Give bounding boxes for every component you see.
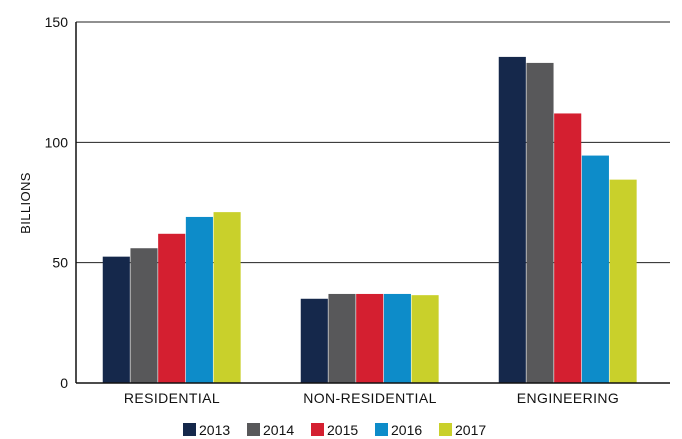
bar-2014-non-residential [328,293,356,383]
bar-2014-engineering [526,62,554,383]
bar-2016-non-residential [383,293,411,383]
bar-2015-engineering [554,113,582,383]
legend-label: 2016 [391,422,422,438]
y-tick-label: 0 [60,375,68,391]
axes [75,22,670,384]
category-label: NON-RESIDENTIAL [303,390,437,406]
y-axis-label: BILLIONS [18,172,33,234]
legend: 2013 2014 2015 2016 2017 [183,422,486,438]
bars [102,56,637,384]
legend-swatch [439,423,452,436]
legend-label: 2013 [199,422,230,438]
category-labels: RESIDENTIAL NON-RESIDENTIAL ENGINEERING [124,390,619,406]
y-tick-label: 50 [52,255,68,271]
legend-item-2013: 2013 [183,422,230,438]
bar-2014-residential [130,248,158,383]
bar-2013-non-residential [300,298,328,383]
legend-item-2014: 2014 [247,422,294,438]
legend-swatch [247,423,260,436]
bar-2016-residential [185,216,213,383]
category-label: ENGINEERING [517,390,619,406]
category-label: RESIDENTIAL [124,390,220,406]
legend-swatch [375,423,388,436]
legend-swatch [183,423,196,436]
legend-swatch [311,423,324,436]
bar-2016-engineering [581,155,609,383]
legend-label: 2014 [263,422,294,438]
legend-item-2017: 2017 [439,422,486,438]
legend-label: 2015 [327,422,358,438]
legend-label: 2017 [455,422,486,438]
y-tick-label: 100 [45,134,69,150]
y-tick-label: 150 [45,14,69,30]
legend-item-2016: 2016 [375,422,422,438]
bar-2017-engineering [609,179,637,383]
bar-2015-non-residential [356,293,384,383]
bar-2013-engineering [498,56,526,384]
bar-2017-residential [213,212,241,383]
bar-2013-residential [102,256,130,383]
y-tick-labels: 0 50 100 150 [45,14,69,391]
bar-2017-non-residential [411,295,439,383]
legend-item-2015: 2015 [311,422,358,438]
bar-2015-residential [158,233,186,383]
